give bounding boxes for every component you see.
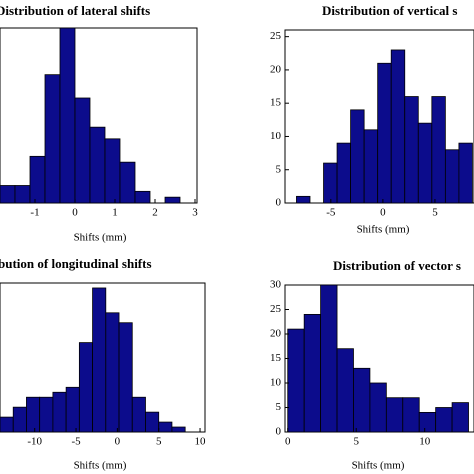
bar <box>323 162 338 204</box>
bar <box>171 426 186 433</box>
bar <box>29 155 46 204</box>
y-tick-label: 15 <box>270 97 282 109</box>
bar <box>404 96 419 204</box>
x-tick-label: -5 <box>326 207 336 219</box>
bar <box>39 396 54 433</box>
y-tick-label: 30 <box>270 279 282 291</box>
bar <box>418 411 437 433</box>
bar <box>164 196 181 204</box>
y-tick-label: 10 <box>270 130 282 142</box>
x-tick-label: -1 <box>30 207 39 219</box>
bar <box>92 287 107 433</box>
y-tick-label: 20 <box>270 328 282 340</box>
bar <box>14 185 31 204</box>
bar <box>89 126 106 204</box>
bar <box>444 149 460 204</box>
y-tick-label: 20 <box>270 63 282 75</box>
bar <box>458 142 473 204</box>
x-tick-label: 10 <box>195 436 207 448</box>
bar <box>118 322 133 433</box>
bar <box>26 396 41 433</box>
x-tick-label: 1 <box>112 207 118 219</box>
bar <box>363 129 379 204</box>
bar <box>377 62 392 204</box>
bar <box>336 142 352 204</box>
x-tick-label: 3 <box>192 207 198 219</box>
bar <box>350 109 365 204</box>
bar <box>390 49 406 204</box>
bar <box>353 367 371 433</box>
bar <box>336 348 354 433</box>
bar <box>145 411 160 433</box>
bar <box>385 397 404 433</box>
bar <box>320 284 338 433</box>
x-axis-label: Shifts (mm) <box>357 224 410 236</box>
y-tick-label: 5 <box>276 401 282 413</box>
y-tick-label: 25 <box>270 30 282 42</box>
bar <box>369 382 387 433</box>
x-tick-label: 5 <box>353 436 359 448</box>
x-tick-label: 0 <box>380 207 386 219</box>
bar <box>0 416 14 433</box>
x-axis-label: Shifts (mm) <box>74 232 127 244</box>
bar <box>52 391 67 433</box>
y-tick-label: 15 <box>270 352 282 364</box>
bar <box>417 122 433 204</box>
x-tick-label: 0 <box>285 436 291 448</box>
y-tick-label: 0 <box>276 426 282 438</box>
bar <box>303 313 322 433</box>
chart-title: Distribution of vector s <box>333 258 461 273</box>
chart-title: Distribution of vertical s <box>322 3 457 18</box>
bar <box>287 328 305 433</box>
bar <box>402 397 420 433</box>
x-tick-label: 10 <box>419 436 431 448</box>
x-tick-label: -5 <box>71 436 81 448</box>
x-tick-label: 2 <box>152 207 158 219</box>
bar <box>104 138 121 204</box>
bar <box>12 406 27 433</box>
chart-title: Distribution of lateral shifts <box>0 3 150 18</box>
bar <box>0 185 16 204</box>
x-tick-label: 0 <box>72 207 78 219</box>
x-axis-label: Shifts (mm) <box>352 460 405 472</box>
bar <box>105 312 120 433</box>
bar <box>134 190 151 204</box>
bar <box>431 96 446 204</box>
y-tick-label: 25 <box>270 303 282 315</box>
bar <box>158 421 173 433</box>
y-tick-label: 10 <box>270 377 282 389</box>
bar <box>119 161 136 204</box>
x-tick-label: 0 <box>115 436 121 448</box>
y-tick-label: 0 <box>276 197 282 209</box>
chart-title: bution of longitudinal shifts <box>0 256 152 271</box>
y-tick-label: 5 <box>276 163 282 175</box>
x-tick-label: -10 <box>27 436 42 448</box>
bar <box>65 386 80 433</box>
x-tick-label: 5 <box>156 436 162 448</box>
bar <box>44 74 61 204</box>
bar <box>451 402 469 433</box>
bar <box>435 407 453 433</box>
x-axis-label: Shifts (mm) <box>74 460 127 472</box>
bar <box>74 97 91 204</box>
bar <box>78 342 93 433</box>
bar <box>59 27 76 204</box>
x-tick-label: 5 <box>432 207 438 219</box>
bar <box>131 396 146 433</box>
bar <box>296 195 311 204</box>
